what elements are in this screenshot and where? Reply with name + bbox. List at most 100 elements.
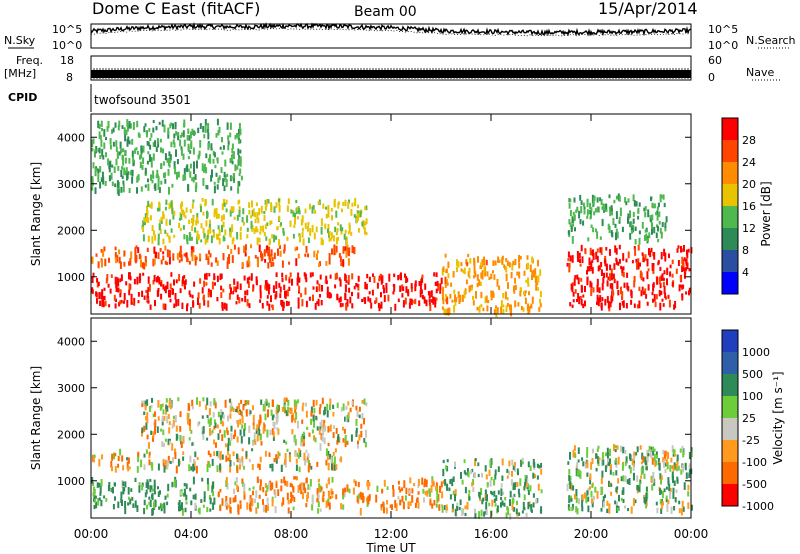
heatmap-cell xyxy=(470,287,473,291)
heatmap-cell xyxy=(521,461,524,465)
heatmap-cell xyxy=(221,224,223,233)
heatmap-cell xyxy=(258,237,261,243)
heatmap-cell xyxy=(279,286,282,293)
heatmap-cell xyxy=(317,201,320,206)
heatmap-cell xyxy=(204,199,207,206)
heatmap-cell xyxy=(246,215,249,223)
heatmap-cell xyxy=(678,500,681,505)
heatmap-cell xyxy=(516,512,519,517)
heatmap-cell xyxy=(257,502,259,509)
heatmap-cell xyxy=(278,215,281,221)
heatmap-cell xyxy=(461,479,464,485)
heatmap-cell xyxy=(263,215,266,222)
heatmap-cell xyxy=(258,428,261,436)
heatmap-cell xyxy=(293,434,296,439)
heatmap-cell xyxy=(592,252,595,260)
heatmap-cell xyxy=(143,453,146,458)
heatmap-cell xyxy=(144,167,147,175)
heatmap-cell xyxy=(122,481,125,487)
heatmap-cell xyxy=(252,414,255,423)
heatmap-cell xyxy=(216,118,219,126)
heatmap-cell xyxy=(456,266,458,273)
heatmap-cell xyxy=(312,415,315,422)
heatmap-cell xyxy=(531,256,534,263)
heatmap-cell xyxy=(146,160,149,165)
heatmap-cell xyxy=(292,233,295,239)
heatmap-cell xyxy=(653,203,656,209)
heatmap-cell xyxy=(607,456,609,463)
heatmap-cell xyxy=(683,271,686,279)
heatmap-cell xyxy=(621,463,624,471)
heatmap-cell xyxy=(160,180,163,185)
heatmap-cell xyxy=(622,487,625,495)
heatmap-cell xyxy=(326,454,329,461)
heatmap-cell xyxy=(342,438,345,443)
heatmap-cell xyxy=(331,495,334,499)
heatmap-cell xyxy=(530,505,533,509)
heatmap-cell xyxy=(183,253,186,257)
heatmap-cell xyxy=(303,482,306,491)
heatmap-cell xyxy=(181,502,183,510)
heatmap-cell xyxy=(347,247,350,256)
heatmap-cell xyxy=(651,226,653,235)
heatmap-cell xyxy=(337,434,340,438)
heatmap-cell xyxy=(99,155,102,160)
heatmap-cell xyxy=(278,205,281,213)
heatmap-cell xyxy=(413,483,416,487)
heatmap-cell xyxy=(514,284,517,290)
heatmap-cell xyxy=(126,138,129,147)
heatmap-cell xyxy=(327,426,330,433)
heatmap-cell xyxy=(586,270,588,275)
heatmap-cell xyxy=(258,244,261,253)
heatmap-cell xyxy=(496,505,499,513)
heatmap-cell xyxy=(319,294,321,298)
heatmap-region xyxy=(141,197,368,247)
heatmap-cell xyxy=(366,481,369,487)
heatmap-cell xyxy=(202,178,205,186)
heatmap-cell xyxy=(289,454,292,462)
heatmap-cell xyxy=(171,481,174,488)
heatmap-cell xyxy=(159,282,162,287)
heatmap-cell xyxy=(119,293,122,298)
heatmap-cell xyxy=(640,461,643,465)
heatmap-cell xyxy=(241,424,244,429)
heatmap-cell xyxy=(609,206,611,211)
heatmap-cell xyxy=(580,206,583,214)
heatmap-cell xyxy=(488,469,491,477)
heatmap-cell xyxy=(241,460,244,467)
heatmap-cell xyxy=(433,500,436,506)
heatmap-cell xyxy=(410,286,413,293)
heatmap-cell xyxy=(606,296,609,303)
heatmap-cell xyxy=(600,507,603,512)
heatmap-cell xyxy=(570,498,573,502)
heatmap-cell xyxy=(351,303,354,309)
heatmap-cell xyxy=(286,480,289,487)
heatmap-cell xyxy=(282,231,285,236)
heatmap-cell xyxy=(247,281,250,289)
heatmap-cell xyxy=(124,134,127,142)
heatmap-cell xyxy=(445,279,448,285)
heatmap-cell xyxy=(620,476,623,482)
heatmap-cell xyxy=(652,283,655,292)
heatmap-cell xyxy=(344,487,346,493)
heatmap-cell xyxy=(633,472,635,481)
heatmap-cell xyxy=(351,202,354,207)
heatmap-cell xyxy=(273,421,276,430)
heatmap-cell xyxy=(103,142,106,149)
heatmap-cell xyxy=(196,230,199,238)
heatmap-cell xyxy=(519,255,522,260)
heatmap-cell xyxy=(91,186,94,191)
heatmap-cell xyxy=(228,454,231,462)
heatmap-cell xyxy=(267,287,270,295)
heatmap-cell xyxy=(435,272,438,278)
heatmap-cell xyxy=(335,464,338,471)
heatmap-cell xyxy=(222,214,225,220)
heatmap-cell xyxy=(444,479,447,486)
heatmap-cell xyxy=(197,127,200,134)
heatmap-cell xyxy=(207,255,210,259)
heatmap-cell xyxy=(265,199,268,207)
heatmap-cell xyxy=(328,253,331,261)
heatmap-cell xyxy=(461,294,464,302)
heatmap-cell xyxy=(334,284,337,289)
heatmap-cell xyxy=(587,487,590,496)
